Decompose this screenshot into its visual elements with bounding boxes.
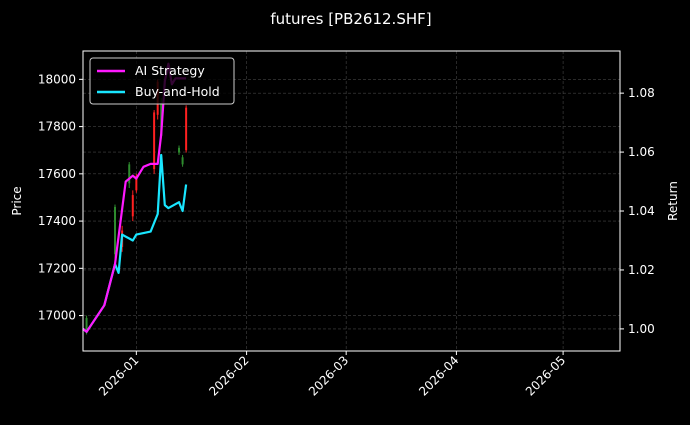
y-right-axis-label: Return	[666, 181, 680, 221]
candle-body	[131, 195, 134, 217]
legend-label: AI Strategy	[135, 63, 205, 78]
y-left-tick-label: 17600	[38, 167, 76, 181]
candle-body	[135, 176, 138, 191]
legend-box	[89, 57, 235, 105]
candle-body	[178, 147, 181, 153]
y-left-tick-label: 18000	[38, 72, 76, 86]
candle-body	[181, 157, 184, 165]
y-left-tick-label: 17000	[38, 309, 76, 323]
grid	[83, 51, 620, 351]
legend-label: Buy-and-Hold	[135, 84, 220, 99]
candle-body	[153, 112, 156, 170]
candle-body	[85, 317, 88, 333]
candle-body	[114, 206, 117, 255]
y-left-axis-label: Price	[10, 186, 24, 215]
plot-frame	[82, 50, 621, 352]
chart-title: futures [PB2612.SHF]	[270, 10, 431, 28]
y-right-tick-label: 1.04	[628, 204, 655, 218]
y-left-tick-label: 17800	[38, 120, 76, 134]
candle-body	[185, 107, 188, 151]
y-right-tick-label: 1.06	[628, 145, 655, 159]
y-right-tick-label: 1.08	[628, 86, 655, 100]
y-left-tick-label: 17200	[38, 261, 76, 275]
legend: AI Strategy Buy-and-Hold	[89, 57, 235, 105]
y-right-tick-label: 1.00	[628, 322, 655, 336]
y-right-tick-label: 1.02	[628, 263, 655, 277]
candle-body	[128, 164, 131, 184]
y-left-tick-label: 17400	[38, 214, 76, 228]
